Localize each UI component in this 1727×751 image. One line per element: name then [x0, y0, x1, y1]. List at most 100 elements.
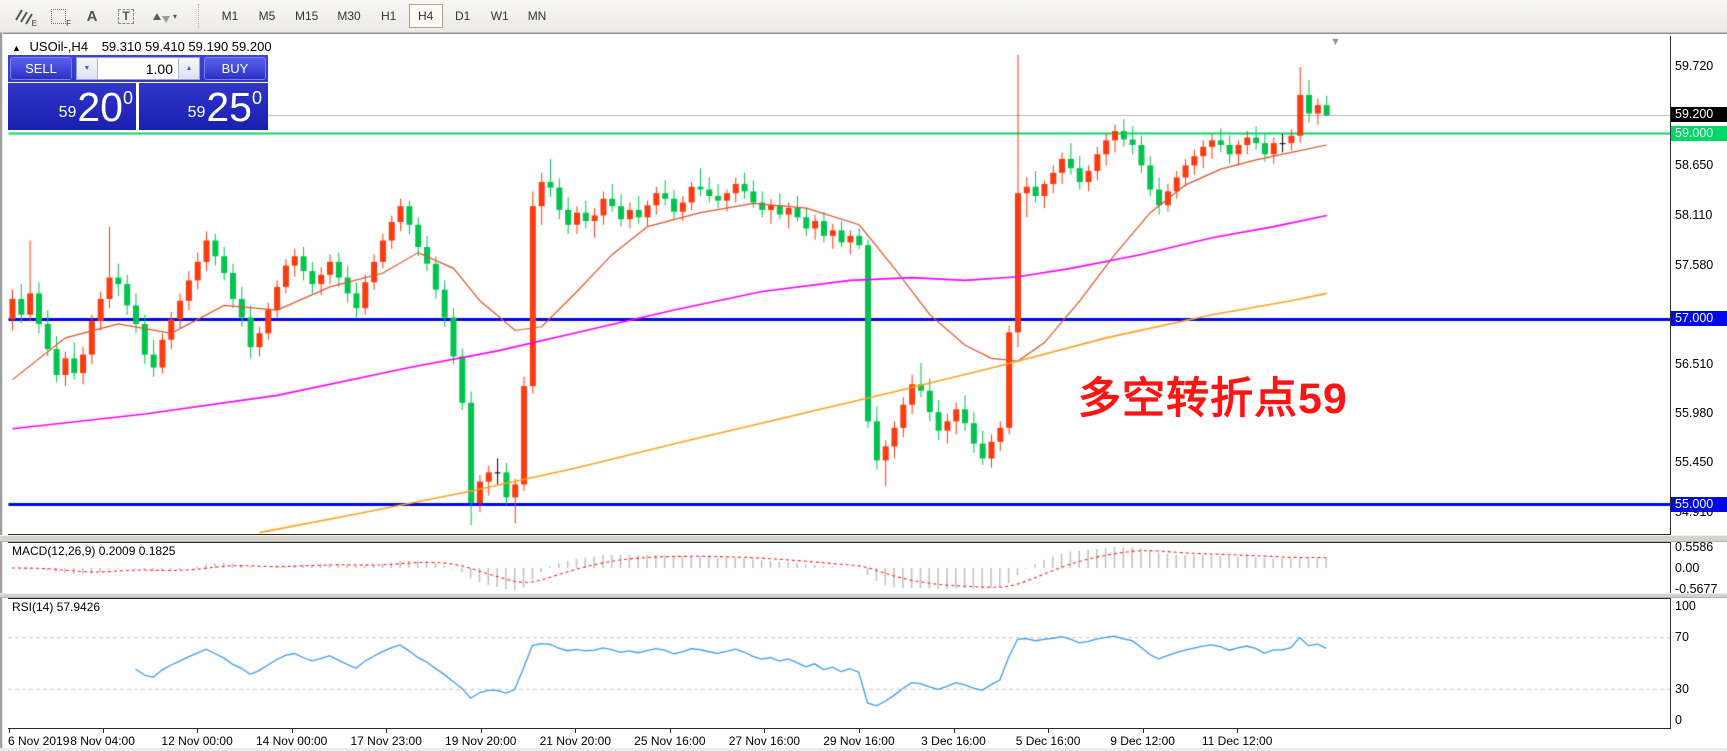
- time-label: 21 Nov 20:00: [539, 734, 611, 748]
- bid-superscript: 0: [122, 88, 133, 108]
- main-chart-canvas[interactable]: [8, 36, 1670, 534]
- timeframe-w1[interactable]: W1: [490, 9, 509, 23]
- rsi-panel[interactable]: [8, 598, 1671, 729]
- ask-big-digits: 25: [206, 83, 252, 130]
- time-tick: [197, 729, 199, 733]
- time-label: 27 Nov 16:00: [728, 734, 801, 748]
- volume-input[interactable]: [98, 58, 178, 79]
- up-arrow-glyph: [152, 12, 161, 20]
- price-tick-label: 55.980: [1675, 405, 1714, 420]
- timeframe-h4[interactable]: H4: [408, 4, 443, 28]
- time-tick: [102, 729, 104, 733]
- time-tick: [1142, 729, 1144, 733]
- price-marker-label: 59.200: [1671, 107, 1727, 123]
- time-label: 9 Dec 12:00: [1110, 734, 1175, 748]
- window-bottom-edge: [0, 748, 1727, 751]
- main-chart-panel[interactable]: [8, 36, 1671, 535]
- timeframe-m5[interactable]: M5: [258, 9, 276, 23]
- time-tick: [575, 729, 577, 733]
- time-label: 5 Dec 16:00: [1015, 734, 1081, 748]
- down-arrow-glyph: [161, 15, 170, 23]
- volume-increase-button[interactable]: ▲: [178, 58, 199, 79]
- buy-button[interactable]: BUY: [204, 57, 266, 80]
- rsi-axis-label: 70: [1675, 630, 1689, 645]
- text-label-icon[interactable]: A: [76, 3, 108, 29]
- grid-template-icon[interactable]: F: [42, 3, 74, 29]
- time-label: 29 Nov 16:00: [823, 734, 895, 748]
- chart-shift-marker[interactable]: ▼: [1330, 36, 1341, 48]
- volume-spinner: ▼ ▲: [76, 57, 200, 80]
- price-tick-label: 56.510: [1675, 356, 1714, 371]
- time-tick: [9, 729, 10, 733]
- ohlc-values: 59.310 59.410 59.190 59.200: [101, 39, 272, 54]
- bid-prefix: 59: [58, 104, 77, 121]
- grid-glyph: [50, 8, 66, 24]
- timeframe-h1[interactable]: H1: [381, 9, 397, 23]
- rsi-label: RSI(14) 57.9426: [12, 600, 101, 614]
- rsi-axis-label: 100: [1675, 599, 1696, 613]
- rsi-axis-label: 0: [1675, 712, 1682, 727]
- rsi-canvas[interactable]: [8, 599, 1670, 728]
- time-label: 17 Nov 23:00: [350, 734, 422, 748]
- main-toolbar: E F A T ▾ M1 M5 M15 M30 H1 H4 D1 W1 MN: [0, 0, 1727, 33]
- macd-axis-label: 0.5586: [1675, 539, 1714, 554]
- dropdown-caret-icon: ▾: [172, 11, 177, 21]
- time-label: 3 Dec 16:00: [921, 734, 986, 748]
- quote-divider: [136, 82, 139, 130]
- price-marker-label: 55.000: [1671, 496, 1727, 512]
- volume-decrease-button[interactable]: ▼: [77, 58, 98, 79]
- timeframe-m15[interactable]: M15: [295, 9, 319, 23]
- time-tick: [764, 729, 766, 733]
- ask-quote[interactable]: 59 25 0: [139, 82, 268, 130]
- timeframe-m30[interactable]: M30: [337, 9, 361, 23]
- price-tick-label: 58.110: [1675, 208, 1713, 223]
- expert-sub-label: E: [31, 19, 37, 28]
- arrange-arrows-icon[interactable]: ▾: [144, 3, 186, 29]
- macd-axis-label: -0.5677: [1675, 581, 1718, 596]
- time-tick: [1048, 729, 1050, 733]
- time-label: 19 Nov 20:00: [445, 734, 517, 748]
- macd-panel[interactable]: [8, 542, 1671, 594]
- time-tick: [1237, 729, 1239, 733]
- text-box-icon[interactable]: T: [110, 3, 142, 29]
- macd-canvas[interactable]: [8, 543, 1670, 593]
- letter-a-glyph: A: [86, 7, 98, 25]
- bid-quote[interactable]: 59 20 0: [8, 82, 136, 130]
- toolbar-separator: [198, 4, 203, 28]
- time-label: 8 Nov 04:00: [70, 734, 135, 748]
- time-tick: [669, 729, 671, 733]
- rsi-axis-label: 30: [1675, 681, 1689, 696]
- time-label: 11 Dec 12:00: [1201, 734, 1273, 748]
- time-label: 12 Nov 00:00: [161, 734, 233, 748]
- time-label: 14 Nov 00:00: [255, 734, 328, 748]
- time-axis[interactable]: 6 Nov 2019 8 Nov 04:00 12 Nov 00:00 14 Nov …: [8, 729, 1670, 748]
- macd-label: MACD(12,26,9) 0.2009 0.1825: [12, 544, 176, 558]
- timeframe-mn[interactable]: MN: [527, 9, 547, 23]
- sell-button[interactable]: SELL: [10, 57, 72, 80]
- chart-text-annotation[interactable]: 多空转折点59: [1078, 375, 1348, 423]
- chart-expert-icon[interactable]: E: [8, 3, 40, 29]
- time-tick: [480, 729, 482, 733]
- window-left-border-highlight: [2, 33, 3, 751]
- price-tick-label: 59.720: [1675, 59, 1714, 74]
- price-marker-label: 57.000: [1671, 311, 1727, 327]
- hatch-chart-glyph: [15, 9, 33, 25]
- panel-divider-macd[interactable]: [0, 535, 1727, 542]
- ask-superscript: 0: [251, 88, 262, 108]
- timeframe-d1[interactable]: D1: [455, 9, 471, 23]
- collapse-arrow-icon[interactable]: ▲: [12, 43, 21, 53]
- panel-divider-rsi[interactable]: [0, 593, 1727, 598]
- price-marker-label: 59.000: [1671, 125, 1727, 141]
- symbol-timeframe-label: USOil-,H4: [29, 39, 89, 54]
- time-label: 6 Nov 2019: [8, 734, 70, 748]
- chart-title: ▲ USOil-,H4 59.310 59.410 59.190 59.200: [12, 39, 272, 54]
- timeframe-m1[interactable]: M1: [221, 9, 239, 23]
- grid-sub-label: F: [66, 19, 71, 28]
- time-label: 25 Nov 16:00: [634, 734, 706, 748]
- one-click-trading-panel: SELL ▼ ▲ BUY 59 20 0 59 25 0: [8, 55, 268, 130]
- letter-t-glyph: T: [118, 8, 134, 24]
- bid-big-digits: 20: [77, 83, 123, 130]
- time-tick: [953, 729, 955, 733]
- window-left-border: [0, 33, 2, 751]
- price-tick-label: 58.650: [1675, 158, 1714, 173]
